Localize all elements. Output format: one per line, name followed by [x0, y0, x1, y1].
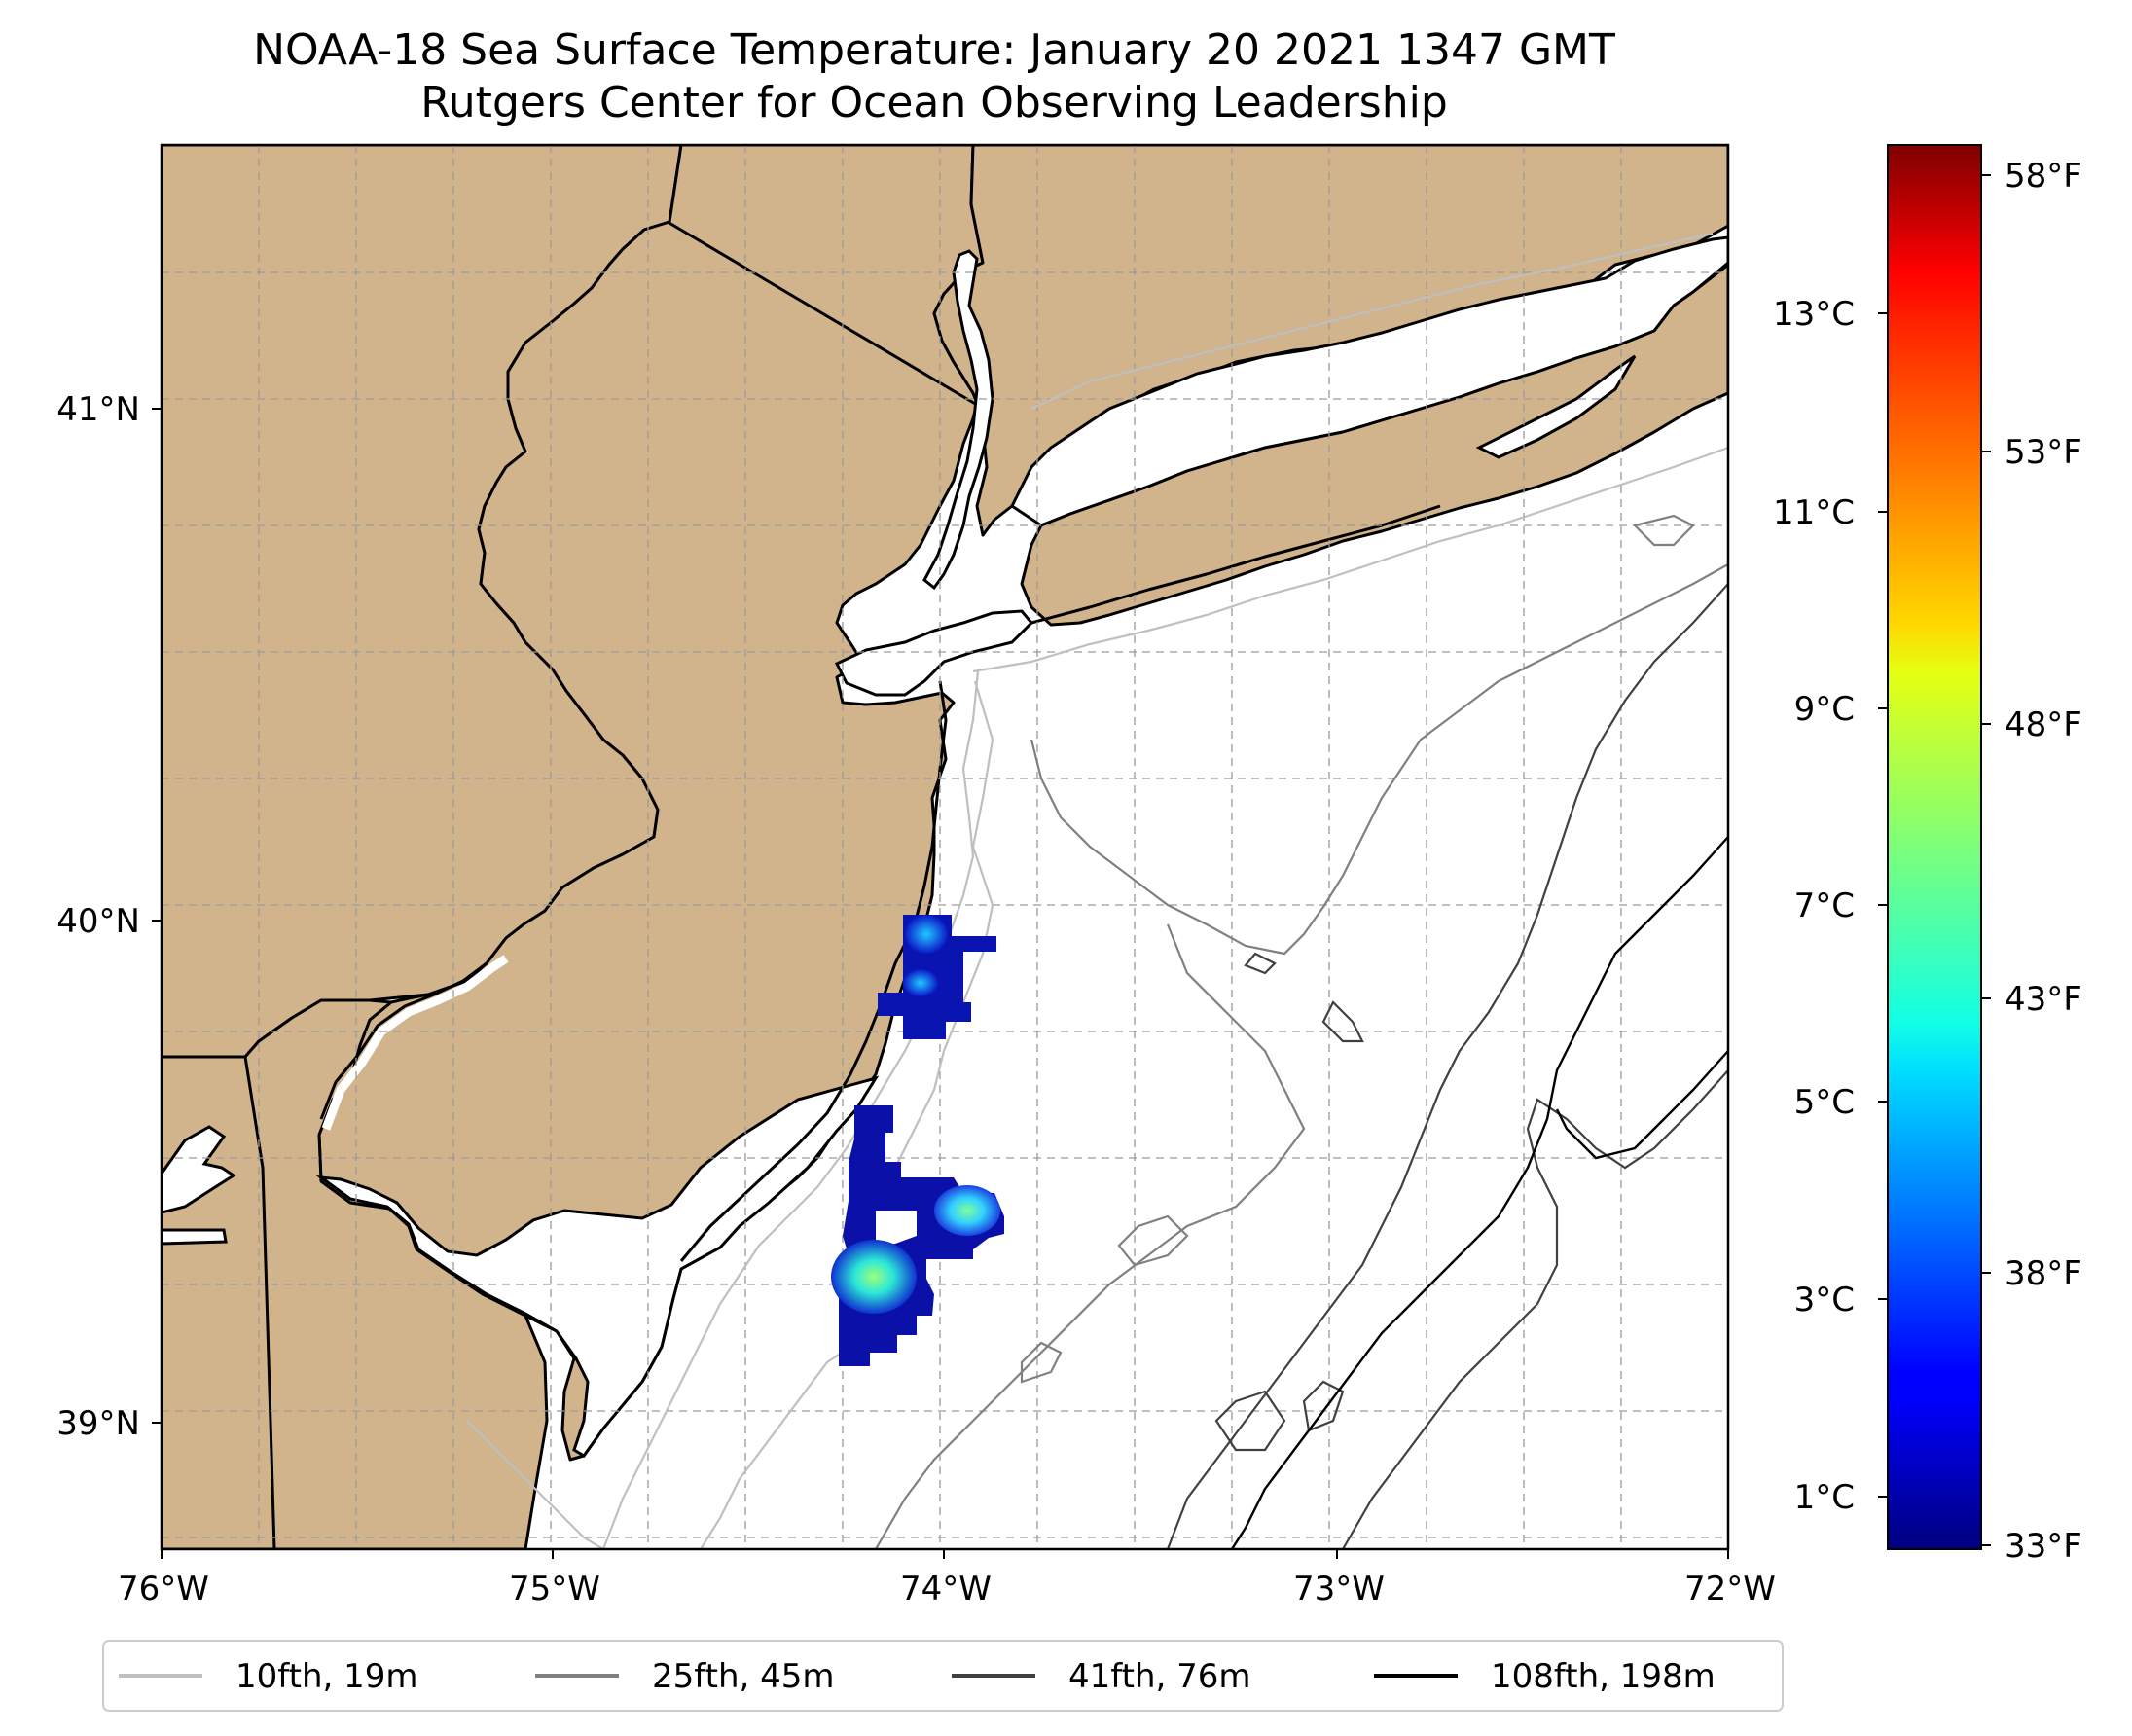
cbar-c-1: 1°C: [1794, 1478, 1855, 1517]
cbar-c-11: 11°C: [1773, 493, 1855, 532]
sst-hot-north-2: [903, 969, 938, 996]
de-inlet: [162, 1125, 236, 1214]
cbar-c-5: 5°C: [1794, 1083, 1855, 1122]
map-panel: [162, 145, 1728, 1549]
map-x-ticks: [161, 1549, 1729, 1559]
colorbar: 1°C 3°C 5°C 7°C 9°C 11°C 13°C 33°F 38°F …: [1773, 144, 2082, 1566]
sst-patch-north: [878, 915, 996, 1039]
sst-hot-south: [831, 1240, 917, 1314]
isobath-108fth: [1230, 836, 1728, 1549]
y-tick-39n: 39°N: [56, 1404, 140, 1443]
isobath-25fth: [875, 514, 1728, 1549]
legend: 10fth, 19m 25fth, 45m 41fth, 76m 108fth,…: [102, 1640, 1784, 1712]
x-tick-76w: 76°W: [118, 1570, 209, 1609]
title-line1: NOAA-18 Sea Surface Temperature: January…: [253, 25, 1615, 75]
x-tick-73w: 73°W: [1293, 1570, 1385, 1609]
x-tick-72w: 72°W: [1684, 1570, 1776, 1609]
sst-data: [831, 915, 1004, 1366]
colorbar-f-ticks: [1981, 174, 1991, 1546]
map-y-ticks: [152, 408, 162, 1424]
li-barrier: [972, 504, 1441, 644]
cbar-c-13: 13°C: [1773, 295, 1855, 334]
cbar-c-9: 9°C: [1794, 690, 1855, 729]
delaware-river: [321, 955, 509, 1131]
x-tick-75w: 75°W: [509, 1570, 600, 1609]
isobath-41fth: [1166, 583, 1728, 1549]
legend-label-10fth: 10fth, 19m: [235, 1657, 418, 1696]
sst-hot-east: [934, 1185, 1000, 1236]
sst-patch-gap: [876, 1211, 917, 1246]
cbar-f-33: 33°F: [2005, 1527, 2082, 1566]
cbar-c-7: 7°C: [1794, 886, 1855, 925]
cbar-f-53: 53°F: [2005, 433, 2082, 472]
legend-label-41fth: 41fth, 76m: [1068, 1657, 1251, 1696]
cbar-f-58: 58°F: [2005, 157, 2082, 196]
y-tick-41n: 41°N: [56, 390, 140, 429]
state-boundary-pa-ny: [667, 220, 978, 407]
cbar-c-3: 3°C: [1794, 1281, 1855, 1320]
de-inlet-2: [162, 1228, 228, 1246]
state-boundary-de: [162, 1055, 276, 1549]
isobath-10fth: [466, 232, 1728, 1549]
graticule: [162, 145, 1728, 1549]
ny-harbor: [834, 609, 1034, 697]
cbar-f-38: 38°F: [2005, 1254, 2082, 1293]
delaware-river-edge: [319, 961, 488, 1120]
cbar-f-48: 48°F: [2005, 705, 2082, 744]
x-tick-74w: 74°W: [900, 1570, 992, 1609]
colorbar-c-ticks: [1878, 312, 1888, 1498]
colorbar-gradient: [1887, 144, 1982, 1550]
li-north-fork: [1475, 354, 1637, 459]
legend-label-108fth: 108fth, 198m: [1491, 1657, 1716, 1696]
cbar-f-43: 43°F: [2005, 980, 2082, 1019]
legend-label-25fth: 25fth, 45m: [652, 1657, 835, 1696]
y-tick-40n: 40°N: [56, 902, 140, 941]
sst-hot-north-1: [905, 915, 948, 954]
delaware-bay: [315, 1075, 880, 1458]
title-line2: Rutgers Center for Ocean Observing Leade…: [420, 78, 1448, 127]
land-long-island: [1020, 263, 1728, 627]
legend-box: [102, 1640, 1784, 1712]
hudson-river: [922, 249, 994, 591]
